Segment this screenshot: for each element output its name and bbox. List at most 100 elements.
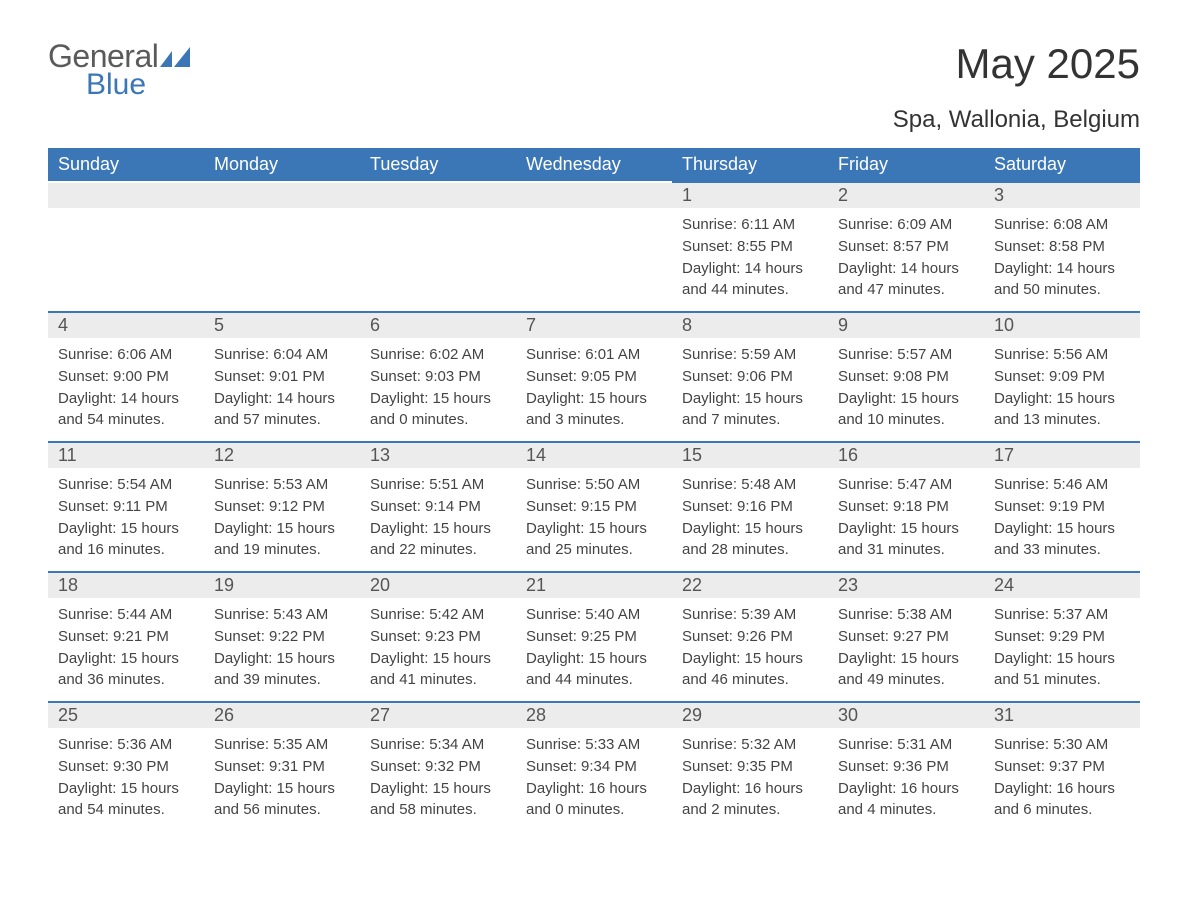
daylight-label: Daylight: xyxy=(682,520,740,537)
daylight-label: Daylight: xyxy=(370,780,428,797)
day-body: Sunrise: 5:56 AMSunset: 9:09 PMDaylight:… xyxy=(984,338,1140,441)
weekday-header: Wednesday xyxy=(516,148,672,181)
day-number: 1 xyxy=(672,183,828,208)
sunrise-value: 5:36 AM xyxy=(117,736,172,753)
day-number-empty xyxy=(204,183,360,208)
sunset-value: 9:19 PM xyxy=(1049,498,1105,515)
daylight-label: Daylight: xyxy=(526,650,584,667)
calendar-cell: 14Sunrise: 5:50 AMSunset: 9:15 PMDayligh… xyxy=(516,441,672,571)
day-body: Sunrise: 5:46 AMSunset: 9:19 PMDaylight:… xyxy=(984,468,1140,571)
sunrise-label: Sunrise: xyxy=(994,736,1049,753)
page-title: May 2025 xyxy=(956,40,1140,88)
calendar-week-row: 4Sunrise: 6:06 AMSunset: 9:00 PMDaylight… xyxy=(48,311,1140,441)
daylight-label: Daylight: xyxy=(370,650,428,667)
sunrise-label: Sunrise: xyxy=(526,346,581,363)
daylight-label: Daylight: xyxy=(214,520,272,537)
sunset-label: Sunset: xyxy=(370,758,421,775)
day-number: 18 xyxy=(48,573,204,598)
day-number: 5 xyxy=(204,313,360,338)
sunrise-value: 6:11 AM xyxy=(741,216,795,233)
calendar-table: SundayMondayTuesdayWednesdayThursdayFrid… xyxy=(48,148,1140,831)
sunset-label: Sunset: xyxy=(370,498,421,515)
daylight-label: Daylight: xyxy=(838,780,896,797)
daylight-label: Daylight: xyxy=(58,520,116,537)
sunrise-value: 5:32 AM xyxy=(741,736,796,753)
day-number: 7 xyxy=(516,313,672,338)
sunset-value: 9:01 PM xyxy=(269,368,325,385)
sunset-value: 9:36 PM xyxy=(893,758,949,775)
sunset-value: 9:22 PM xyxy=(269,628,325,645)
calendar-week-row: 11Sunrise: 5:54 AMSunset: 9:11 PMDayligh… xyxy=(48,441,1140,571)
sunset-value: 9:32 PM xyxy=(425,758,481,775)
weekday-header: Saturday xyxy=(984,148,1140,181)
day-body: Sunrise: 5:32 AMSunset: 9:35 PMDaylight:… xyxy=(672,728,828,831)
daylight-label: Daylight: xyxy=(526,390,584,407)
calendar-week-row: 18Sunrise: 5:44 AMSunset: 9:21 PMDayligh… xyxy=(48,571,1140,701)
sunset-label: Sunset: xyxy=(214,498,265,515)
daylight-label: Daylight: xyxy=(214,390,272,407)
calendar-cell xyxy=(516,181,672,311)
calendar-cell: 22Sunrise: 5:39 AMSunset: 9:26 PMDayligh… xyxy=(672,571,828,701)
sunset-label: Sunset: xyxy=(994,628,1045,645)
daylight-label: Daylight: xyxy=(682,650,740,667)
sunset-value: 9:06 PM xyxy=(737,368,793,385)
day-body: Sunrise: 5:50 AMSunset: 9:15 PMDaylight:… xyxy=(516,468,672,571)
sunset-value: 9:12 PM xyxy=(269,498,325,515)
calendar-cell: 10Sunrise: 5:56 AMSunset: 9:09 PMDayligh… xyxy=(984,311,1140,441)
calendar-cell xyxy=(48,181,204,311)
sunset-value: 9:05 PM xyxy=(581,368,637,385)
sunrise-label: Sunrise: xyxy=(682,736,737,753)
sunset-label: Sunset: xyxy=(838,498,889,515)
sunrise-label: Sunrise: xyxy=(526,476,581,493)
weekday-header-row: SundayMondayTuesdayWednesdayThursdayFrid… xyxy=(48,148,1140,181)
day-body: Sunrise: 5:40 AMSunset: 9:25 PMDaylight:… xyxy=(516,598,672,701)
calendar-cell: 6Sunrise: 6:02 AMSunset: 9:03 PMDaylight… xyxy=(360,311,516,441)
daylight-label: Daylight: xyxy=(58,390,116,407)
sunrise-label: Sunrise: xyxy=(682,606,737,623)
day-number: 14 xyxy=(516,443,672,468)
weekday-header: Friday xyxy=(828,148,984,181)
sunrise-label: Sunrise: xyxy=(370,346,425,363)
sunrise-label: Sunrise: xyxy=(526,736,581,753)
day-body: Sunrise: 5:30 AMSunset: 9:37 PMDaylight:… xyxy=(984,728,1140,831)
sunrise-label: Sunrise: xyxy=(838,346,893,363)
day-number: 31 xyxy=(984,703,1140,728)
sunset-value: 9:16 PM xyxy=(737,498,793,515)
calendar-cell xyxy=(204,181,360,311)
weekday-header: Thursday xyxy=(672,148,828,181)
sunrise-label: Sunrise: xyxy=(838,606,893,623)
calendar-cell: 12Sunrise: 5:53 AMSunset: 9:12 PMDayligh… xyxy=(204,441,360,571)
calendar-cell: 13Sunrise: 5:51 AMSunset: 9:14 PMDayligh… xyxy=(360,441,516,571)
sunrise-value: 5:54 AM xyxy=(117,476,172,493)
day-body: Sunrise: 5:48 AMSunset: 9:16 PMDaylight:… xyxy=(672,468,828,571)
sunset-value: 9:31 PM xyxy=(269,758,325,775)
daylight-label: Daylight: xyxy=(994,260,1052,277)
day-number: 30 xyxy=(828,703,984,728)
calendar-cell: 8Sunrise: 5:59 AMSunset: 9:06 PMDaylight… xyxy=(672,311,828,441)
sunrise-value: 5:59 AM xyxy=(741,346,796,363)
sunset-label: Sunset: xyxy=(214,628,265,645)
day-number: 10 xyxy=(984,313,1140,338)
sunrise-label: Sunrise: xyxy=(214,346,269,363)
sunset-label: Sunset: xyxy=(214,758,265,775)
sunset-label: Sunset: xyxy=(526,758,577,775)
sunrise-label: Sunrise: xyxy=(370,736,425,753)
calendar-cell: 16Sunrise: 5:47 AMSunset: 9:18 PMDayligh… xyxy=(828,441,984,571)
day-body: Sunrise: 5:47 AMSunset: 9:18 PMDaylight:… xyxy=(828,468,984,571)
day-body: Sunrise: 5:59 AMSunset: 9:06 PMDaylight:… xyxy=(672,338,828,441)
sunrise-label: Sunrise: xyxy=(682,476,737,493)
sunrise-value: 6:04 AM xyxy=(273,346,328,363)
sunset-label: Sunset: xyxy=(994,758,1045,775)
daylight-label: Daylight: xyxy=(994,520,1052,537)
calendar-cell: 24Sunrise: 5:37 AMSunset: 9:29 PMDayligh… xyxy=(984,571,1140,701)
day-number: 4 xyxy=(48,313,204,338)
sunrise-value: 6:09 AM xyxy=(897,216,952,233)
sunrise-value: 5:53 AM xyxy=(273,476,328,493)
sunrise-value: 5:38 AM xyxy=(897,606,952,623)
sunset-label: Sunset: xyxy=(994,238,1045,255)
daylight-label: Daylight: xyxy=(994,390,1052,407)
day-body: Sunrise: 5:33 AMSunset: 9:34 PMDaylight:… xyxy=(516,728,672,831)
logo-mark-icon xyxy=(160,47,192,67)
sunrise-label: Sunrise: xyxy=(838,476,893,493)
daylight-label: Daylight: xyxy=(682,260,740,277)
